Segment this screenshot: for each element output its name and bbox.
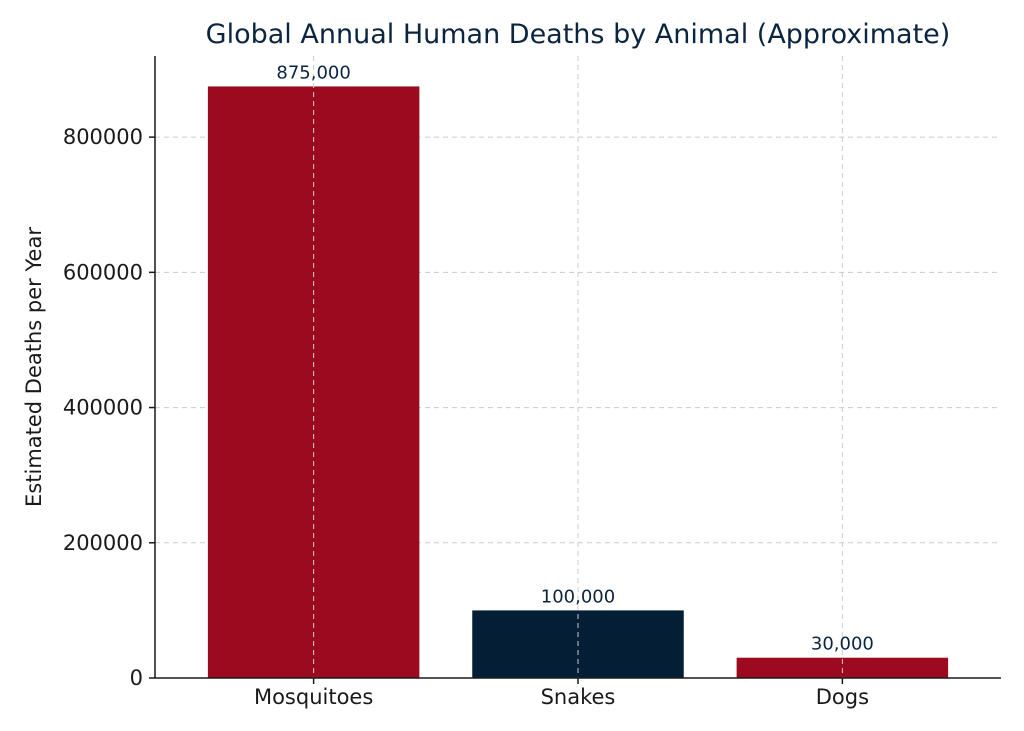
y-tick-label: 0	[130, 666, 143, 690]
data-label: 100,000	[541, 586, 615, 607]
y-tick-labels: 0 200000 400000 600000 800000	[63, 125, 143, 690]
data-labels: 875,000 100,000 30,000	[276, 62, 873, 654]
data-label: 875,000	[276, 62, 350, 83]
data-label: 30,000	[811, 634, 874, 655]
vertical-grid-lines	[313, 56, 843, 678]
y-axis-label: Estimated Deaths per Year	[22, 227, 46, 507]
bar-dogs	[736, 657, 949, 678]
y-tick-label: 200000	[63, 531, 143, 555]
y-tick-label: 400000	[63, 396, 143, 420]
x-tick-label: Dogs	[816, 685, 869, 709]
axes	[149, 56, 1001, 684]
x-tick-labels: Mosquitoes Snakes Dogs	[254, 685, 869, 709]
y-tick-label: 600000	[63, 260, 143, 284]
y-tick-label: 800000	[63, 125, 143, 149]
chart-title: Global Annual Human Deaths by Animal (Ap…	[206, 19, 951, 50]
x-tick-label: Mosquitoes	[254, 685, 373, 709]
x-tick-label: Snakes	[541, 685, 616, 709]
